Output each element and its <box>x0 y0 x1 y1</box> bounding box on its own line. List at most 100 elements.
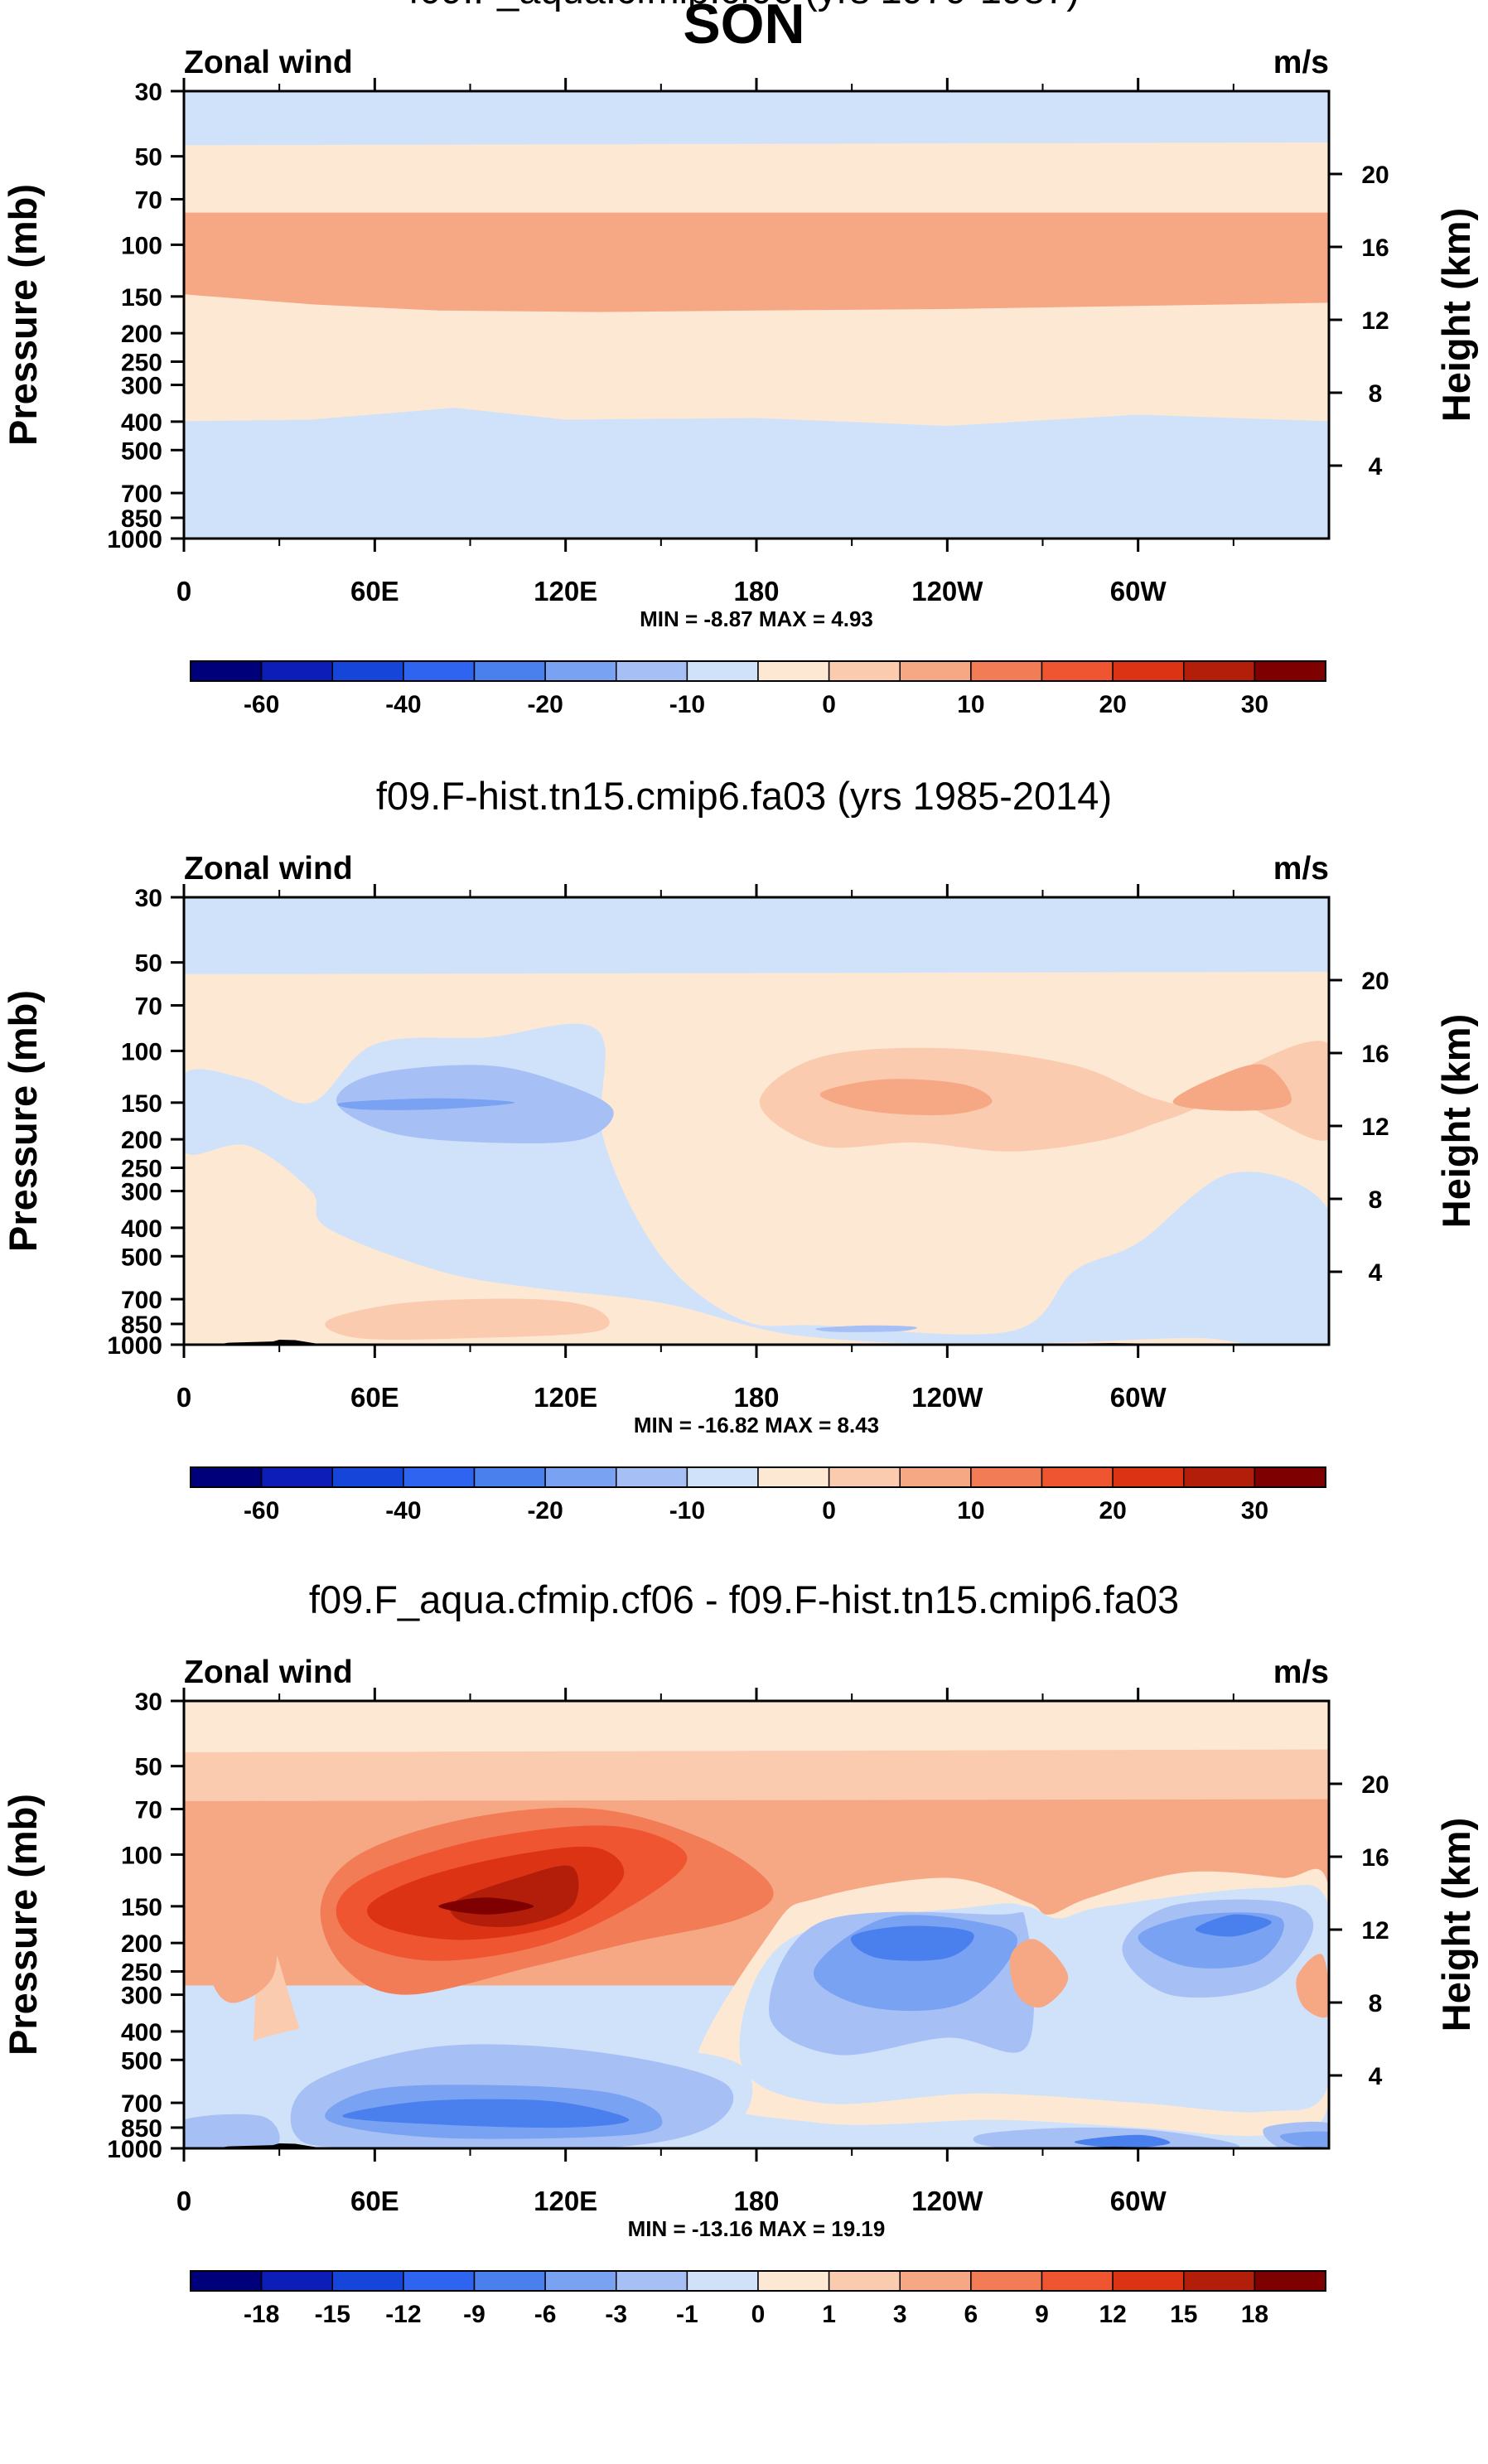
y-tick-label: 850 <box>121 505 162 533</box>
colorbar-swatch <box>190 660 263 682</box>
colorbar-swatch <box>544 660 617 682</box>
colorbar-swatch <box>616 660 688 682</box>
colorbar-label: -10 <box>669 691 705 718</box>
y-tick-label: 1000 <box>107 526 162 553</box>
colorbar-swatch <box>473 2270 546 2292</box>
colorbar: -60 -40 -20 -10 0 10 20 30 <box>190 1466 1326 1524</box>
colorbar-frame <box>190 2270 1326 2292</box>
y-tick-label: 250 <box>121 1156 162 1183</box>
contour-band-1 <box>184 897 1329 975</box>
y-axis-title-right: Height (km) <box>1434 1818 1478 2032</box>
colorbar-label: 0 <box>822 1497 836 1524</box>
colorbar-label: -1 <box>676 2301 698 2328</box>
x-tick-label: 180 <box>733 1382 779 1413</box>
colorbar-label: -15 <box>315 2301 350 2328</box>
y-tick-label: 70 <box>135 993 162 1020</box>
colorbar-swatch <box>260 660 333 682</box>
y-tick-label: 400 <box>121 2019 162 2046</box>
y-tick-label: 50 <box>135 950 162 978</box>
panel-left-label: Zonal wind <box>184 45 353 80</box>
contour-band-4 <box>184 294 1329 428</box>
colorbar-swatch <box>970 660 1043 682</box>
y-tick-label: 200 <box>121 1127 162 1154</box>
contour-field <box>184 91 1329 539</box>
contour-region-6 <box>850 1925 974 1961</box>
colorbar-swatch <box>1041 1466 1114 1488</box>
colorbar-label: -60 <box>244 1497 279 1524</box>
colorbar-swatch <box>970 2270 1043 2292</box>
contour-region-10 <box>1009 1939 1069 2008</box>
colorbar-swatch <box>260 2270 333 2292</box>
colorbar: -18 -15 -12 -9 -6 -3 -1 0 1 3 6 9 12 15 18 <box>190 2270 1326 2328</box>
contour-region-6 <box>1172 1064 1292 1111</box>
y-tick-label: 300 <box>121 1179 162 1206</box>
colorbar-label: 10 <box>957 1497 984 1524</box>
colorbar-label: 3 <box>893 2301 907 2328</box>
colorbar-swatch <box>899 660 972 682</box>
colorbar-label: 18 <box>1241 2301 1268 2328</box>
colorbar-swatch <box>1254 2270 1326 2292</box>
panel-title: f09.F_aqua.cfmip.cf06 - f09.F-hist.tn15.… <box>309 1577 1179 1621</box>
x-tick-label: 0 <box>176 2186 191 2216</box>
y-tick-label: 30 <box>135 1689 162 1716</box>
colorbar-label: -9 <box>463 2301 486 2328</box>
colorbar-label: -20 <box>527 1497 563 1524</box>
contour-field <box>184 897 1329 1345</box>
y-axis-title-right: Height (km) <box>1434 1014 1478 1229</box>
colorbar-swatch <box>1183 1466 1256 1488</box>
height-tick-label: 12 <box>1361 1917 1389 1945</box>
colorbar-swatch <box>1183 660 1256 682</box>
x-tick-label: 120E <box>534 2186 597 2216</box>
height-tick-label: 20 <box>1361 162 1389 189</box>
colorbar-swatch <box>686 1466 759 1488</box>
colorbar-swatch <box>899 1466 972 1488</box>
chart-panel-2: f09.F-hist.tn15.cmip6.fa03 (yrs 1985-201… <box>1 774 1478 1524</box>
contour-field <box>184 1701 1329 2148</box>
height-tick-label: 8 <box>1369 380 1383 408</box>
colorbar-swatch <box>190 1466 263 1488</box>
chart-panel-1: f09.F_aqua.cfmip.cf06 (yrs 1979-1987) Zon… <box>1 0 1478 718</box>
y-tick-label: 850 <box>121 1312 162 1339</box>
x-tick-label: 120E <box>534 1382 597 1413</box>
height-tick-label: 4 <box>1369 2063 1383 2090</box>
colorbar-label: -40 <box>385 691 421 718</box>
y-tick-label: 300 <box>121 373 162 400</box>
min-max-stats: MIN = -8.87 MAX = 4.93 <box>640 606 873 631</box>
colorbar-swatch <box>616 2270 688 2292</box>
colorbar-label: 0 <box>822 691 836 718</box>
contour-region-8 <box>815 1325 917 1332</box>
panel-right-label: m/s <box>1273 1655 1329 1690</box>
panel-right-label: m/s <box>1273 45 1329 80</box>
y-tick-label: 150 <box>121 1090 162 1118</box>
panel-title: f09.F_aqua.cfmip.cf06 (yrs 1979-1987) <box>408 0 1080 12</box>
y-tick-label: 100 <box>121 232 162 259</box>
x-tick-label: 60W <box>1110 1382 1167 1413</box>
colorbar-label: -3 <box>605 2301 627 2328</box>
contour-band-1 <box>184 1701 1329 1753</box>
colorbar-label: -20 <box>527 691 563 718</box>
colorbar-swatch <box>616 1466 688 1488</box>
x-tick-label: 60W <box>1110 576 1167 606</box>
contour-region-4 <box>759 1041 1329 1152</box>
min-max-stats: MIN = -16.82 MAX = 8.43 <box>634 1413 879 1437</box>
y-tick-label: 150 <box>121 1894 162 1921</box>
colorbar-label: -18 <box>244 2301 279 2328</box>
y-tick-label: 700 <box>121 481 162 508</box>
panel-right-label: m/s <box>1273 851 1329 887</box>
y-tick-label: 1000 <box>107 1332 162 1360</box>
colorbar-label: 12 <box>1099 2301 1126 2328</box>
y-axis-title: Pressure (mb) <box>1 184 45 446</box>
colorbar-label: 15 <box>1170 2301 1197 2328</box>
colorbar-label: -6 <box>534 2301 557 2328</box>
y-tick-label: 200 <box>121 1930 162 1958</box>
colorbar-swatch <box>331 660 404 682</box>
y-tick-label: 250 <box>121 1959 162 1987</box>
colorbar-swatch <box>260 1466 333 1488</box>
contour-region-22 <box>184 2114 280 2148</box>
colorbar-swatch <box>970 1466 1043 1488</box>
colorbar-swatch <box>1112 1466 1185 1488</box>
contour-region-5 <box>819 1079 993 1116</box>
contour-region-3 <box>337 1098 515 1110</box>
colorbar-label: 30 <box>1241 691 1268 718</box>
y-tick-label: 250 <box>121 350 162 377</box>
